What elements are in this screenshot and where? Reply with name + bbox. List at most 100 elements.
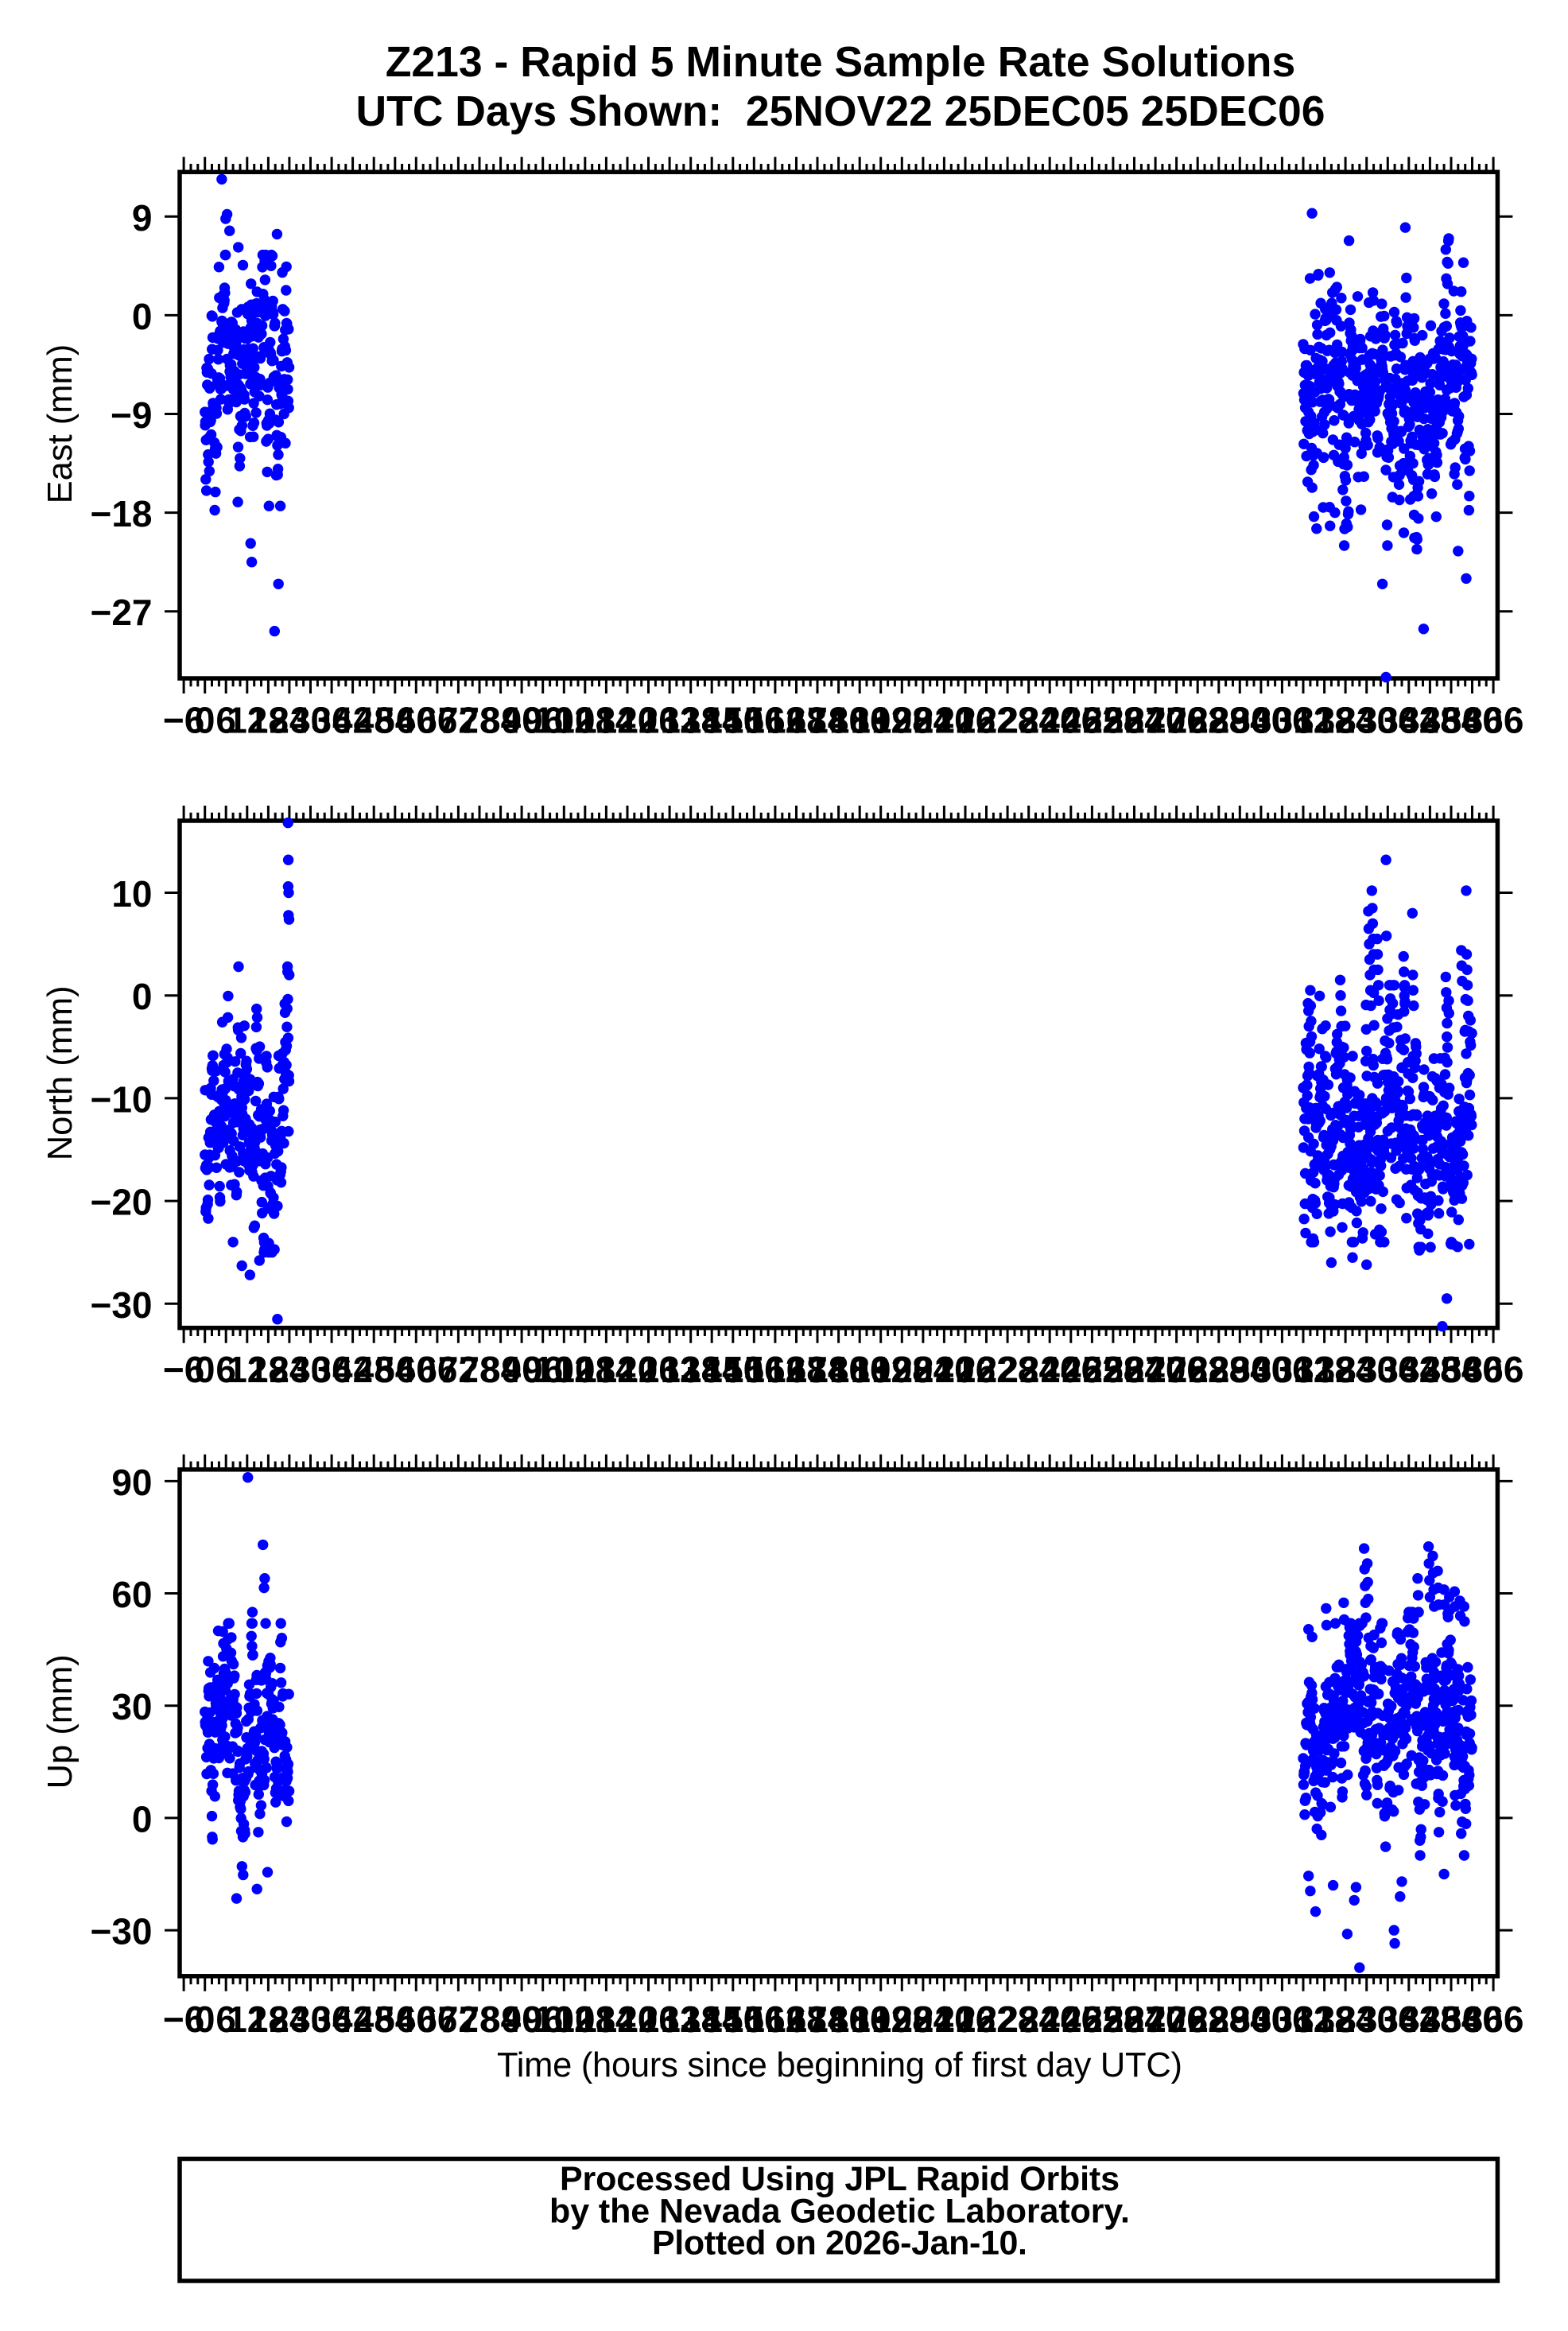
svg-text:294: 294 [1209, 1349, 1271, 1390]
svg-text:36: 36 [312, 700, 352, 741]
svg-text:252: 252 [1062, 1999, 1123, 2040]
svg-text:138: 138 [660, 1349, 721, 1390]
svg-text:348: 348 [1399, 1349, 1461, 1390]
svg-text:246: 246 [1040, 1999, 1101, 2040]
svg-text:210: 210 [914, 1349, 975, 1390]
svg-text:30: 30 [290, 1349, 331, 1390]
svg-text:−30: −30 [90, 1284, 152, 1326]
svg-text:42: 42 [332, 1999, 373, 2040]
svg-text:90: 90 [111, 1462, 152, 1503]
svg-text:120: 120 [597, 700, 658, 741]
svg-text:240: 240 [1019, 700, 1081, 741]
svg-text:264: 264 [1104, 700, 1165, 741]
svg-text:66: 66 [417, 1999, 457, 2040]
svg-text:30: 30 [290, 700, 331, 741]
svg-text:156: 156 [724, 1999, 785, 2040]
svg-text:36: 36 [312, 1349, 352, 1390]
svg-text:174: 174 [787, 1999, 848, 2040]
svg-text:0: 0 [195, 1349, 215, 1390]
svg-text:150: 150 [702, 1999, 763, 2040]
svg-text:108: 108 [554, 1349, 615, 1390]
svg-text:312: 312 [1273, 700, 1334, 741]
svg-text:216: 216 [935, 700, 996, 741]
svg-text:354: 354 [1421, 1999, 1482, 2040]
svg-text:300: 300 [1231, 1999, 1292, 2040]
svg-text:78: 78 [459, 1999, 499, 2040]
svg-text:72: 72 [438, 1349, 479, 1390]
svg-text:288: 288 [1188, 1349, 1249, 1390]
svg-text:72: 72 [438, 1999, 479, 2040]
svg-text:0: 0 [132, 296, 153, 337]
svg-text:0: 0 [132, 1798, 153, 1840]
svg-text:270: 270 [1125, 1349, 1186, 1390]
svg-text:60: 60 [111, 1574, 152, 1615]
svg-text:84: 84 [480, 700, 522, 741]
svg-text:276: 276 [1146, 1999, 1207, 2040]
svg-text:42: 42 [332, 700, 373, 741]
svg-text:102: 102 [534, 700, 595, 741]
svg-text:144: 144 [681, 1999, 743, 2040]
svg-text:24: 24 [269, 1999, 310, 2040]
svg-text:168: 168 [766, 1999, 827, 2040]
svg-text:132: 132 [639, 700, 701, 741]
svg-text:0: 0 [195, 1999, 215, 2040]
svg-text:12: 12 [227, 1999, 267, 2040]
svg-text:360: 360 [1442, 1349, 1503, 1390]
svg-text:342: 342 [1378, 1349, 1439, 1390]
svg-text:120: 120 [597, 1349, 658, 1390]
svg-text:−10: −10 [90, 1078, 152, 1120]
svg-text:276: 276 [1146, 700, 1207, 741]
svg-text:318: 318 [1294, 1349, 1355, 1390]
svg-text:UTC Days Shown: 25NOV22 25DEC: UTC Days Shown: 25NOV22 25DEC05 25DEC06 [355, 88, 1325, 135]
svg-text:300: 300 [1231, 700, 1292, 741]
svg-text:306: 306 [1252, 1999, 1313, 2040]
svg-text:102: 102 [534, 1999, 595, 2040]
svg-text:354: 354 [1421, 700, 1482, 741]
svg-text:90: 90 [502, 700, 542, 741]
svg-text:330: 330 [1336, 1349, 1397, 1390]
svg-text:222: 222 [956, 1999, 1017, 2040]
svg-text:264: 264 [1104, 1999, 1165, 2040]
svg-text:216: 216 [935, 1999, 996, 2040]
svg-text:114: 114 [576, 1999, 636, 2040]
svg-text:Processed Using JPL Rapid Orbi: Processed Using JPL Rapid Orbits [560, 2160, 1120, 2198]
svg-text:240: 240 [1019, 1349, 1081, 1390]
svg-text:204: 204 [893, 1349, 954, 1390]
svg-text:102: 102 [534, 1349, 595, 1390]
svg-text:78: 78 [459, 700, 499, 741]
svg-text:210: 210 [914, 700, 975, 741]
svg-text:150: 150 [702, 1349, 763, 1390]
svg-text:6: 6 [215, 1349, 236, 1390]
svg-text:114: 114 [576, 1349, 636, 1390]
svg-text:258: 258 [1083, 1999, 1144, 2040]
svg-text:252: 252 [1062, 1349, 1123, 1390]
svg-text:180: 180 [808, 700, 869, 741]
svg-text:258: 258 [1083, 1349, 1144, 1390]
svg-text:234: 234 [998, 1349, 1059, 1390]
svg-text:366: 366 [1463, 1349, 1524, 1390]
svg-text:294: 294 [1209, 1999, 1271, 2040]
svg-text:318: 318 [1294, 1999, 1355, 2040]
svg-text:354: 354 [1421, 1349, 1482, 1390]
svg-text:366: 366 [1463, 1999, 1524, 2040]
svg-text:30: 30 [290, 1999, 331, 2040]
svg-text:366: 366 [1463, 700, 1524, 741]
svg-text:192: 192 [850, 700, 911, 741]
svg-text:−6: −6 [163, 1999, 204, 2040]
svg-text:204: 204 [893, 700, 954, 741]
svg-text:330: 330 [1336, 1999, 1397, 2040]
svg-text:−6: −6 [163, 1349, 204, 1390]
svg-text:24: 24 [269, 1349, 310, 1390]
svg-text:264: 264 [1104, 1349, 1165, 1390]
svg-text:162: 162 [745, 1999, 806, 2040]
svg-text:96: 96 [522, 700, 563, 741]
svg-text:342: 342 [1378, 1999, 1439, 2040]
svg-text:222: 222 [956, 700, 1017, 741]
svg-text:324: 324 [1315, 1349, 1376, 1390]
svg-text:90: 90 [502, 1349, 542, 1390]
svg-text:306: 306 [1252, 700, 1313, 741]
svg-text:360: 360 [1442, 1999, 1503, 2040]
svg-text:96: 96 [522, 1349, 563, 1390]
svg-text:108: 108 [554, 700, 615, 741]
svg-text:10: 10 [111, 873, 152, 915]
